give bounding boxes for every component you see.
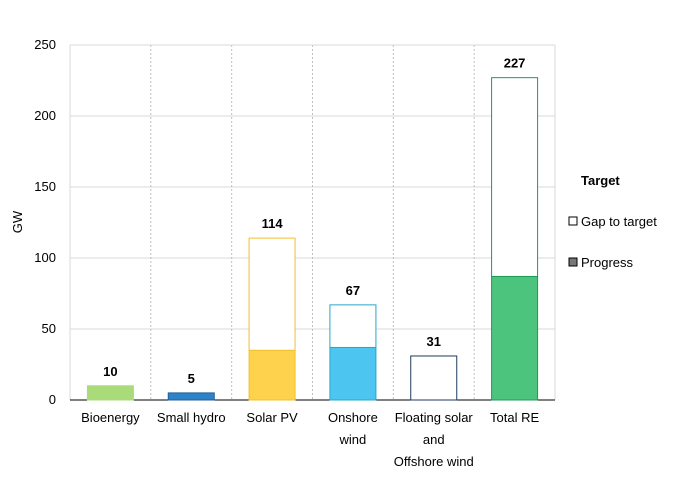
x-tick-label: Solar PV: [246, 410, 298, 425]
y-tick-label: 150: [34, 179, 56, 194]
bar-gap-to-target: [491, 77, 539, 277]
legend-label-progress: Progress: [581, 255, 634, 270]
x-tick-label: Offshore wind: [394, 454, 474, 469]
legend-swatch-progress: [568, 257, 578, 267]
y-axis-ticks: 0 50 100 150 200 250: [34, 37, 56, 407]
legend: Target Gap to target Progress: [568, 173, 657, 270]
y-tick-label: 50: [42, 321, 56, 336]
legend-swatch-gap: [568, 216, 578, 226]
bar-progress: [86, 385, 134, 401]
x-tick-label: Total RE: [490, 410, 539, 425]
bar-value-label: 67: [346, 283, 360, 298]
x-tick-label: Small hydro: [157, 410, 226, 425]
bar-progress: [491, 275, 539, 401]
y-tick-label: 200: [34, 108, 56, 123]
grid: [69, 44, 556, 401]
x-tick-label: Bioenergy: [81, 410, 140, 425]
x-tick-label: and: [423, 432, 445, 447]
y-axis-label: GW: [10, 210, 25, 233]
bar-progress: [248, 349, 296, 401]
y-tick-label: 100: [34, 250, 56, 265]
legend-label-gap: Gap to target: [581, 214, 657, 229]
legend-title: Target: [581, 173, 620, 188]
bar-value-label: 10: [103, 364, 117, 379]
bar-value-label: 114: [262, 216, 284, 231]
bar-progress: [167, 392, 215, 401]
y-tick-label: 250: [34, 37, 56, 52]
bar-gap-to-target: [410, 355, 458, 401]
category-labels: Bioenergy Small hydro Solar PV Onshore wind F…: [81, 410, 539, 469]
value-labels: 10 5 114 67 31 227: [103, 56, 525, 386]
bar-value-label: 5: [188, 371, 195, 386]
bar-gap-to-target: [248, 237, 296, 351]
bar-gap-to-target: [329, 304, 377, 348]
bars: [86, 77, 539, 401]
x-tick-label: Onshore: [328, 410, 378, 425]
y-tick-label: 0: [49, 392, 56, 407]
x-tick-label: Floating solar: [395, 410, 474, 425]
bar-progress: [329, 346, 377, 401]
bar-value-label: 227: [504, 56, 526, 71]
bar-value-label: 31: [427, 334, 441, 349]
x-tick-label: wind: [339, 432, 367, 447]
